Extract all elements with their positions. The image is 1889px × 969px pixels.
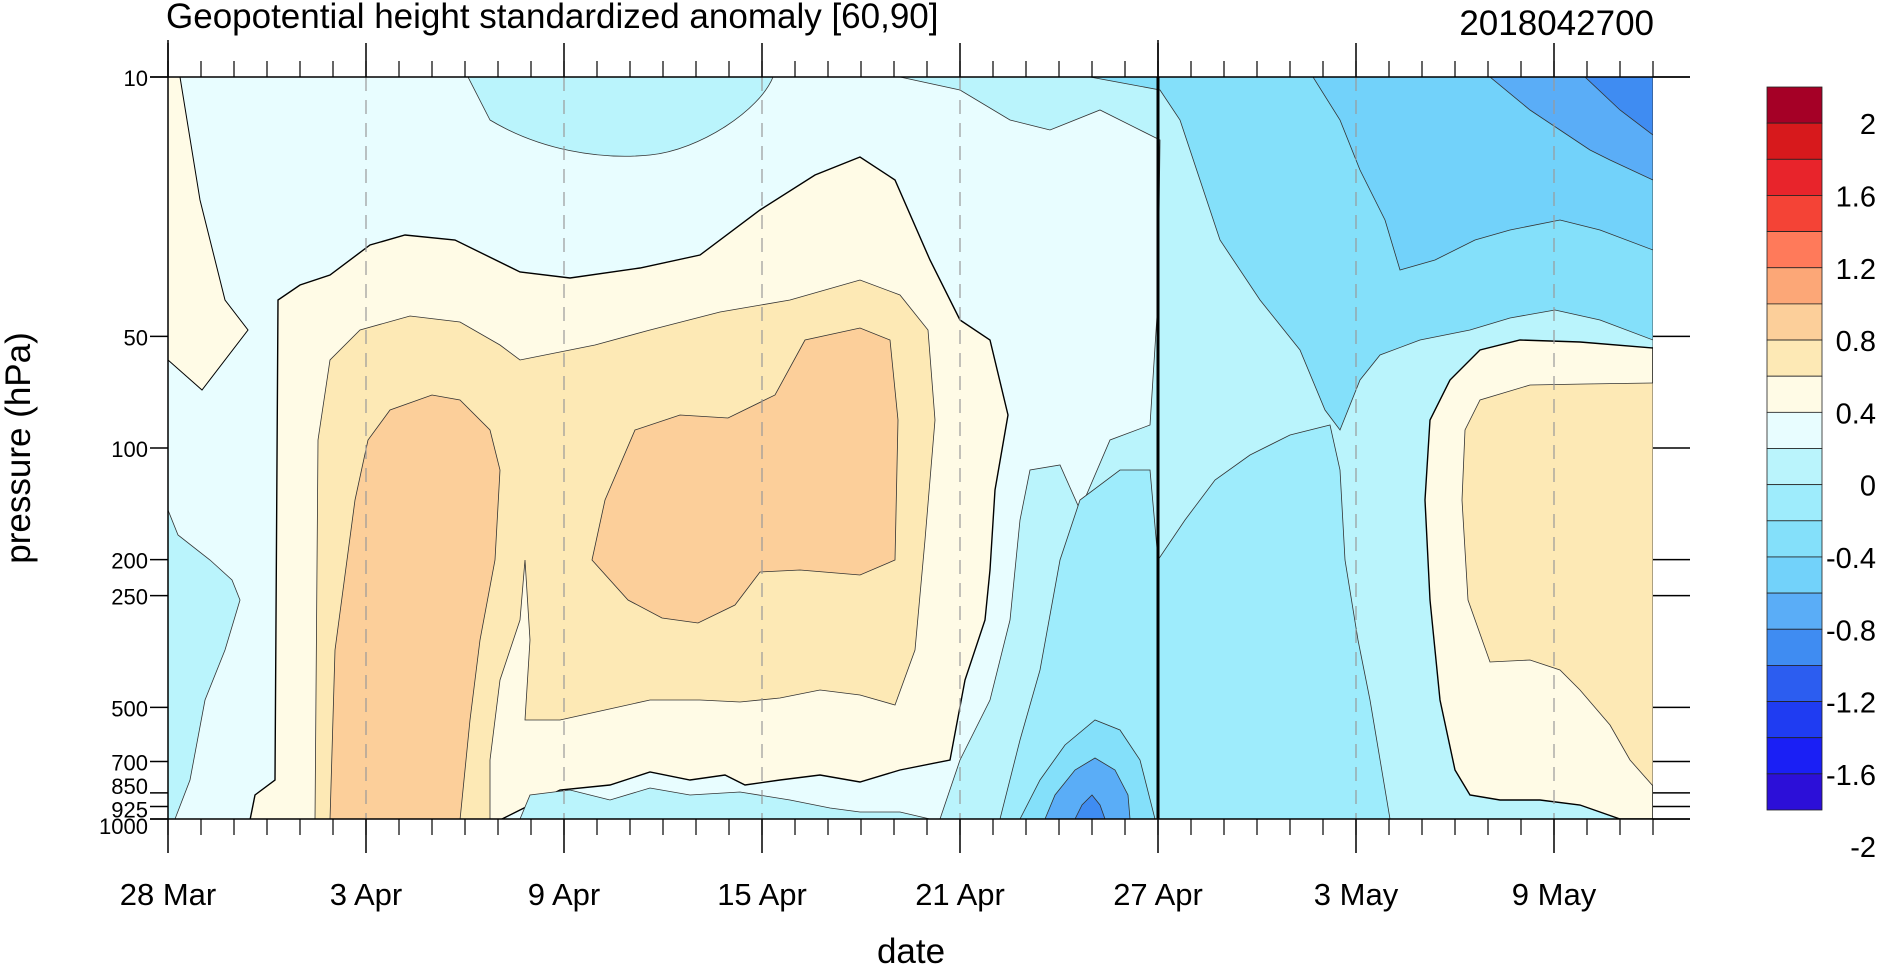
region-negative-bottom <box>519 787 931 819</box>
x-tick-label: 28 Mar <box>120 877 216 912</box>
y-tick-label: 10 <box>124 66 148 91</box>
y-tick-label: 250 <box>111 585 148 610</box>
colorbar <box>1766 86 1823 811</box>
y-tick-label: 500 <box>111 696 148 721</box>
region-positive-may-mid <box>1461 382 1653 787</box>
chart-title: Geopotential height standardized anomaly… <box>166 0 938 36</box>
colorbar-swatch <box>1766 86 1823 124</box>
y-tick-label: 850 <box>111 774 148 799</box>
colorbar-swatch <box>1766 701 1823 739</box>
region-negative-left-edge <box>168 509 241 819</box>
colorbar-swatch <box>1766 195 1823 232</box>
x-tick-label: 21 Apr <box>915 877 1005 912</box>
colorbar-swatch <box>1766 158 1823 196</box>
colorbar-label: 2 <box>1860 109 1876 141</box>
colorbar-swatch <box>1766 375 1823 413</box>
colorbar-label: -0.8 <box>1826 615 1876 647</box>
region-positive-core-left <box>329 394 501 819</box>
date-stamp: 2018042700 <box>1459 4 1654 43</box>
colorbar-swatch <box>1766 592 1823 630</box>
colorbar-label: 0.8 <box>1836 326 1876 358</box>
y-axis-label: pressure (hPa) <box>0 332 38 563</box>
colorbar-swatch <box>1766 628 1823 666</box>
x-tick-labels: 28 Mar 3 Apr 9 Apr 15 Apr 21 Apr 27 Apr 3 May 9… <box>120 43 1597 912</box>
colorbar-swatch <box>1766 737 1823 775</box>
colorbar-swatch <box>1766 484 1823 522</box>
colorbar-label: -0.4 <box>1826 543 1876 575</box>
x-tick-label: 9 May <box>1512 877 1597 912</box>
colorbar-swatch <box>1766 556 1823 594</box>
colorbar-swatch <box>1766 303 1823 341</box>
x-tick-label: 27 Apr <box>1113 877 1203 912</box>
colorbar-label: -2 <box>1850 832 1876 864</box>
x-tick-label: 9 Apr <box>528 877 600 912</box>
colorbar-swatch <box>1766 520 1823 558</box>
colorbar-label: 1.2 <box>1836 254 1876 286</box>
region-negative-extreme-corner <box>1584 77 1653 136</box>
region-positive-core-right <box>591 327 899 624</box>
contour-field <box>168 77 1653 819</box>
y-tick-label: 1000 <box>99 814 148 839</box>
colorbar-swatch <box>1766 339 1823 377</box>
colorbar-swatch <box>1766 122 1823 160</box>
colorbar-swatch <box>1766 231 1823 269</box>
region-positive-left-edge <box>168 77 249 391</box>
colorbar-swatch <box>1766 665 1823 702</box>
colorbar-swatch <box>1766 773 1823 811</box>
region-top-negative-early <box>467 77 774 157</box>
colorbar-label: -1.6 <box>1826 760 1876 792</box>
grid-lines <box>365 77 1555 819</box>
colorbar-label: 0.4 <box>1836 398 1876 430</box>
x-tick-label: 3 May <box>1314 877 1399 912</box>
colorbar-label: 0 <box>1860 471 1876 503</box>
colorbar-label: -1.2 <box>1826 688 1876 720</box>
y-tick-label: 200 <box>111 549 148 574</box>
x-tick-label: 3 Apr <box>330 877 402 912</box>
region-negative-blob-core <box>1044 757 1131 819</box>
y-tick-label: 925 <box>111 797 148 822</box>
x-axis-label: date <box>877 932 945 969</box>
y-tick-label: 100 <box>111 437 148 462</box>
y-tick-label: 700 <box>111 751 148 776</box>
colorbar-swatch <box>1766 448 1823 486</box>
colorbar-label: 1.6 <box>1836 181 1876 213</box>
colorbar-swatch <box>1766 411 1823 449</box>
x-tick-label: 15 Apr <box>717 877 807 912</box>
y-tick-label: 50 <box>124 325 148 350</box>
region-negative-blob-inner <box>1074 794 1106 819</box>
region-negative-strong <box>999 424 1391 819</box>
colorbar-swatch <box>1766 267 1823 305</box>
colorbar-labels: 2 1.6 1.2 0.8 0.4 0 -0.4 -0.8 -1.2 -1.6 -2 <box>1826 109 1876 864</box>
